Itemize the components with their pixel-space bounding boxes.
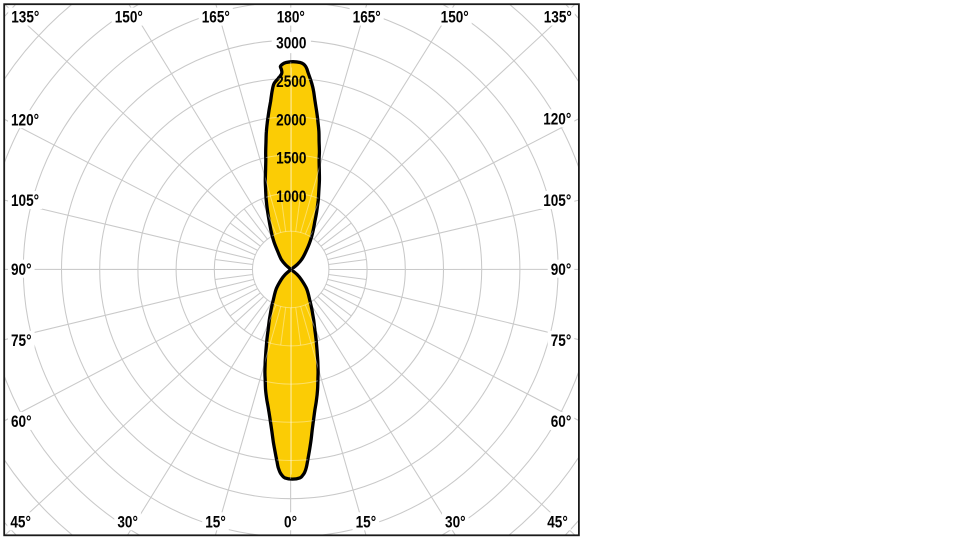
svg-text:45°: 45° [10, 513, 31, 532]
svg-text:150°: 150° [115, 8, 143, 27]
svg-text:165°: 165° [202, 8, 230, 27]
svg-text:105°: 105° [543, 192, 571, 211]
svg-text:30°: 30° [445, 513, 466, 532]
svg-text:75°: 75° [11, 332, 32, 351]
svg-text:165°: 165° [353, 8, 381, 27]
svg-text:1000: 1000 [276, 187, 306, 206]
svg-text:120°: 120° [543, 110, 571, 129]
svg-text:75°: 75° [551, 332, 572, 351]
svg-text:90°: 90° [11, 260, 32, 279]
svg-text:135°: 135° [544, 8, 572, 27]
svg-text:15°: 15° [205, 513, 226, 532]
svg-text:135°: 135° [11, 8, 39, 27]
svg-text:60°: 60° [551, 413, 572, 432]
svg-text:1500: 1500 [276, 149, 306, 168]
svg-text:30°: 30° [117, 513, 138, 532]
svg-text:150°: 150° [441, 8, 469, 27]
svg-text:105°: 105° [11, 192, 39, 211]
svg-text:3000: 3000 [276, 34, 306, 53]
svg-text:2000: 2000 [276, 111, 306, 130]
svg-text:60°: 60° [11, 413, 32, 432]
svg-text:15°: 15° [356, 513, 377, 532]
svg-text:45°: 45° [547, 513, 568, 532]
svg-text:2500: 2500 [276, 73, 306, 92]
svg-text:120°: 120° [11, 111, 39, 130]
svg-text:0°: 0° [284, 513, 297, 532]
svg-text:180°: 180° [277, 8, 305, 27]
svg-text:90°: 90° [551, 260, 572, 279]
